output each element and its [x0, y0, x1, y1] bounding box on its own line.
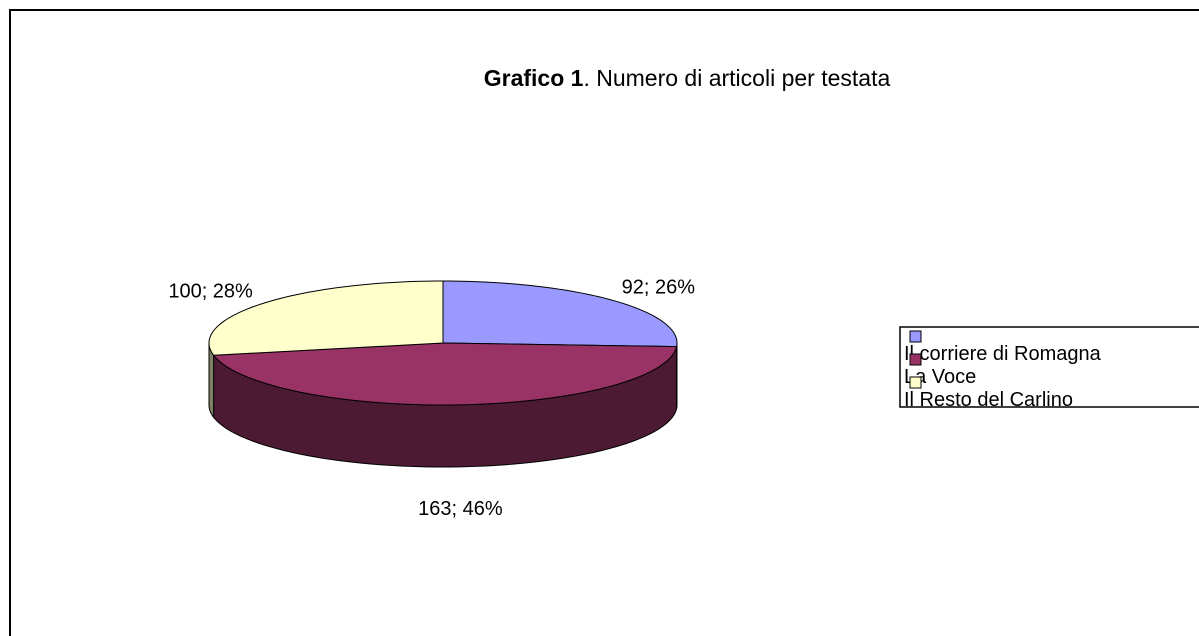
data-label: 100; 28%: [168, 280, 253, 302]
title-bold: Grafico 1: [484, 65, 584, 91]
legend-label: Il corriere di Romagna: [904, 343, 1102, 365]
legend-swatch: [909, 353, 922, 366]
legend-label: Il Resto del Carlino: [904, 389, 1073, 411]
legend-label: La Voce: [904, 366, 976, 388]
chart-title: Grafico 1. Numero di articoli per testat…: [484, 65, 891, 91]
data-label: 92; 26%: [622, 277, 696, 299]
legend-box: [899, 326, 1199, 408]
title-rest: . Numero di articoli per testata: [583, 65, 890, 91]
data-label: 163; 46%: [418, 498, 503, 520]
legend-swatch: [909, 330, 922, 343]
legend-swatch: [909, 376, 922, 389]
pie-slice: [212, 342, 678, 406]
pie-slice: [208, 280, 444, 356]
pie-slice: [442, 280, 678, 348]
